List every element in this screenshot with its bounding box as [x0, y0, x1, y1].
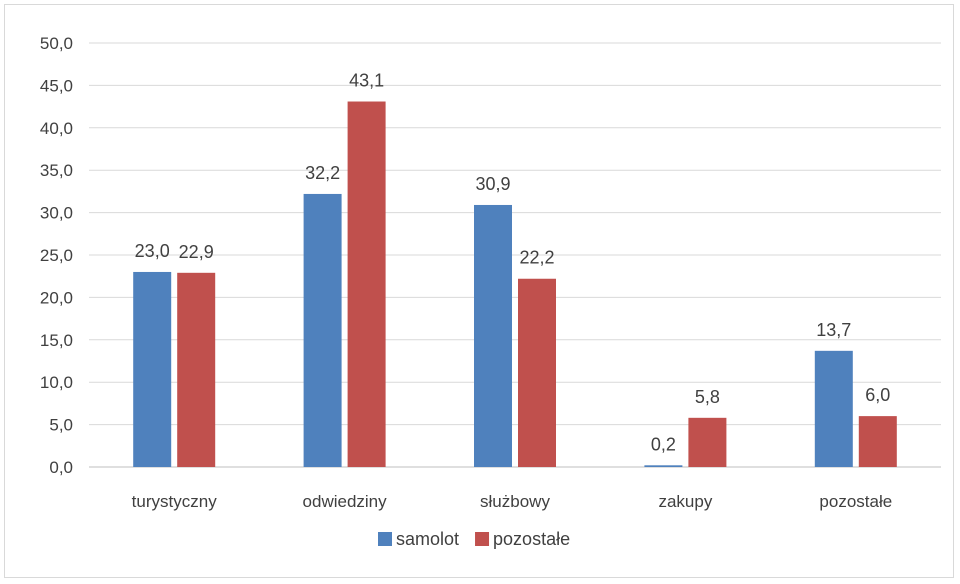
data-labels: 23,0 22,9 32,2 43,1 30,9 22,2 0,2 5,8 13,7 6,0: [135, 71, 891, 455]
x-axis-tick-labels: turystyczny odwiedziny służbowy zakupy pozos…: [132, 492, 893, 511]
data-label: 23,0: [135, 241, 170, 261]
bar-samolot-służbowy: [474, 204, 512, 467]
data-label: 22,9: [179, 242, 214, 262]
legend: samolot pozostałe: [378, 529, 570, 549]
bar-samolot-pozostałe: [814, 350, 853, 467]
y-tick-label: 35,0: [40, 161, 73, 180]
y-axis-tick-labels: 0,0 5,0 10,0 15,0 20,0 25,0 30,0 35,0 40,0 45,0 50…: [40, 34, 73, 477]
x-tick-label: turystyczny: [132, 492, 218, 511]
bar-pozostałe-turystyczny: [177, 272, 216, 467]
y-tick-label: 50,0: [40, 34, 73, 53]
y-tick-label: 30,0: [40, 204, 73, 223]
legend-label: samolot: [396, 529, 459, 549]
legend-swatch-pozostałe: [475, 532, 490, 546]
gridlines: [89, 42, 941, 468]
bar-pozostałe-zakupy: [688, 417, 727, 467]
y-tick-label: 5,0: [49, 416, 73, 435]
data-label: 22,2: [519, 248, 554, 268]
x-tick-label: służbowy: [480, 492, 550, 511]
bar-samolot-zakupy: [644, 465, 683, 467]
y-tick-label: 45,0: [40, 76, 73, 95]
y-tick-label: 15,0: [40, 331, 73, 350]
bar-samolot-odwiedziny: [303, 193, 342, 467]
data-label: 32,2: [305, 163, 340, 183]
x-tick-label: zakupy: [658, 492, 712, 511]
y-tick-label: 40,0: [40, 119, 73, 138]
bar-pozostałe-odwiedziny: [347, 101, 386, 468]
legend-label: pozostałe: [493, 529, 570, 549]
bar-pozostałe-służbowy: [518, 278, 556, 467]
data-label: 5,8: [695, 387, 720, 407]
data-label: 6,0: [865, 385, 890, 405]
x-tick-label: odwiedziny: [303, 492, 388, 511]
data-label: 0,2: [651, 434, 676, 454]
bar-pozostałe-pozostałe: [858, 416, 897, 467]
bars: [133, 101, 897, 468]
chart-frame: 0,0 5,0 10,0 15,0 20,0 25,0 30,0 35,0 40,0 45,0 50…: [4, 4, 954, 578]
y-tick-label: 0,0: [49, 458, 73, 477]
x-tick-label: pozostałe: [819, 492, 892, 511]
y-tick-label: 20,0: [40, 288, 73, 307]
data-label: 43,1: [349, 71, 384, 91]
bar-samolot-turystyczny: [133, 271, 172, 467]
legend-swatch-samolot: [378, 532, 392, 546]
bar-chart: 0,0 5,0 10,0 15,0 20,0 25,0 30,0 35,0 40,0 45,0 50…: [40, 34, 941, 549]
data-label: 13,7: [816, 320, 851, 340]
y-tick-label: 10,0: [40, 373, 73, 392]
y-tick-label: 25,0: [40, 246, 73, 265]
data-label: 30,9: [475, 174, 510, 194]
